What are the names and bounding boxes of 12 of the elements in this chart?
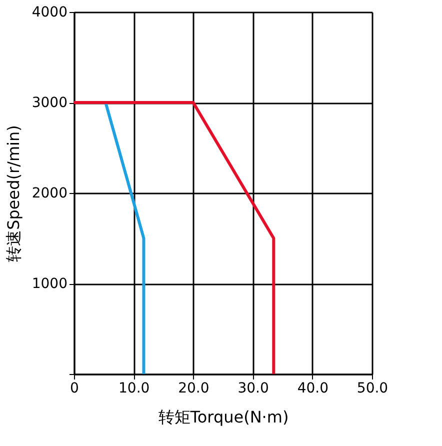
y-tick-label: 4000 [32, 4, 68, 20]
y-axis-title: 转速Speed(r/min) [4, 125, 23, 262]
x-tick-label: 20.0 [178, 380, 210, 396]
x-tick-label: 10.0 [118, 380, 150, 396]
y-tick-label: 2000 [32, 186, 68, 202]
x-axis-title: 转矩Torque(N·m) [158, 408, 289, 426]
x-tick-label: 50.0 [356, 380, 388, 396]
x-tick-label: 40.0 [297, 380, 328, 396]
x-tick-label: 30.0 [238, 380, 269, 396]
y-tick-label: 1000 [32, 276, 68, 292]
x-tick-label: 0 [70, 380, 79, 396]
y-tick-label: 3000 [32, 95, 68, 111]
